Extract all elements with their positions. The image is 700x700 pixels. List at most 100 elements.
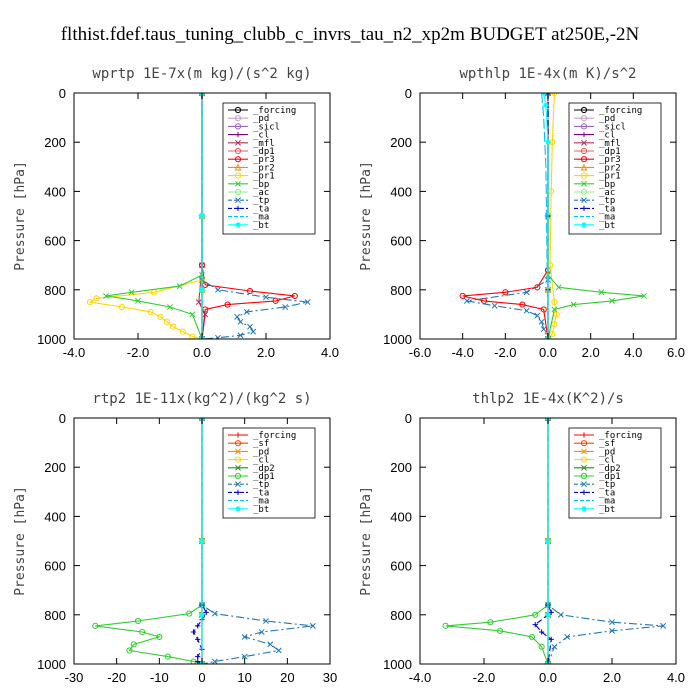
series-point [195,299,202,306]
legend: _forcing_pd_sicl_cl_mfl_dp1_pr3_pr2_pr1_… [222,102,316,235]
series-point [211,610,218,617]
y-tick-label: 0 [405,411,412,426]
y-tick-label: 200 [390,460,412,475]
series-point [304,299,311,306]
series-point [609,297,615,304]
series-point [176,283,183,290]
legend-box [222,102,316,235]
series-point [309,622,316,629]
series-point [250,328,257,335]
series-point [570,301,577,308]
legend-label: _ac [599,188,615,198]
series-line-ma [541,93,549,339]
series-point [147,308,154,316]
legend-label: _tp [253,196,269,206]
x-tick-label: 6.0 [667,345,685,360]
chart-panel-4: thlp2 1E-4x(K^2)/s Pressure [hPa] -4.0 -2.0… [359,391,685,685]
legend-marker [581,197,587,204]
series-point [545,612,551,618]
x-tick-label: -2.0 [473,670,495,685]
series-point [139,628,146,636]
legend-label: _pd [253,447,269,457]
series-line-pr3 [201,93,295,339]
legend-label: _dp1 [599,147,621,157]
series-point [258,629,265,635]
legend: _forcing_sf_pd_cl_dp2_dp1_tp_ta_ma_bt [222,427,316,519]
legend: _forcing_pd_sicl_cl_mfl_dp1_pr3_pr2_pr1_… [568,102,662,235]
panel-title: wpthlp 1E-4x(m K)/s^2 [459,66,636,82]
x-tick-label: 10 [237,670,251,685]
legend-marker [234,123,242,130]
series-line-dp1 [445,418,549,664]
series-point [555,284,562,291]
legend-marker [580,123,588,130]
series-point [199,213,205,219]
series-line-pr1 [88,93,203,339]
legend-label: _ma [253,213,269,223]
legend-label: _bt [599,505,615,515]
legend-marker [581,180,587,187]
series-point [551,299,558,306]
series-point [487,619,494,626]
series-line-tp [201,418,313,664]
series-point [532,622,538,628]
series-point [199,287,205,293]
y-axis-label: Pressure [hPa] [359,161,374,271]
series-point [234,313,241,320]
chart-panel-3: rtp2 1E-11x(kg^2)/(kg^2 s) Pressure [hPa]… [13,391,337,685]
series-point [167,304,173,310]
legend-label: _ma [599,497,615,507]
series-point [241,653,248,660]
legend-label: _dp2 [253,464,275,474]
legend-marker [235,205,241,211]
legend-label: _cl [253,131,269,141]
legend-marker [234,456,242,463]
x-tick-label: 2.0 [257,345,275,360]
legend-label: _pr2 [599,163,621,173]
series-point [540,326,547,333]
legend-label: _ta [599,204,615,214]
legend-label: _dp2 [599,464,621,474]
legend-label: _cl [599,456,615,466]
legend-marker [581,464,587,471]
legend-marker [235,464,241,471]
series-point [291,292,298,300]
series-point [199,612,205,618]
series-group [459,93,647,339]
legend-marker [580,472,588,480]
series-line-bt [543,93,549,339]
legend-label: _forcing [599,106,642,116]
legend-label: _pd [599,447,615,457]
x-tick-label: 0.0 [539,345,557,360]
x-tick-label: -4.0 [451,345,473,360]
series-point [539,629,545,635]
legend-marker [580,163,588,171]
legend-marker [581,222,587,228]
panel-title: thlp2 1E-4x(K^2)/s [472,391,624,407]
series-point [551,306,558,313]
x-tick-label: -20 [107,670,126,685]
legend-marker [581,205,587,211]
legend-marker [235,197,241,204]
legend-marker [581,448,587,455]
series-point [263,294,269,301]
y-tick-label: 600 [390,559,412,574]
x-tick-label: 0.0 [539,670,557,685]
series-point [103,292,109,299]
legend-label: _sicl [599,122,626,132]
y-tick-label: 400 [390,509,412,524]
legend-marker [235,481,241,488]
legend-label: _mfl [599,139,621,149]
legend-label: _pr3 [253,155,275,165]
series-point [211,658,218,664]
series-point [126,647,133,654]
series-point [195,654,201,660]
series-point [549,330,556,338]
series-point [528,633,536,641]
series-point [189,333,196,339]
legend-marker [581,506,587,512]
series-point [92,622,99,629]
series-point [215,334,221,339]
y-tick-label: 800 [44,283,66,298]
